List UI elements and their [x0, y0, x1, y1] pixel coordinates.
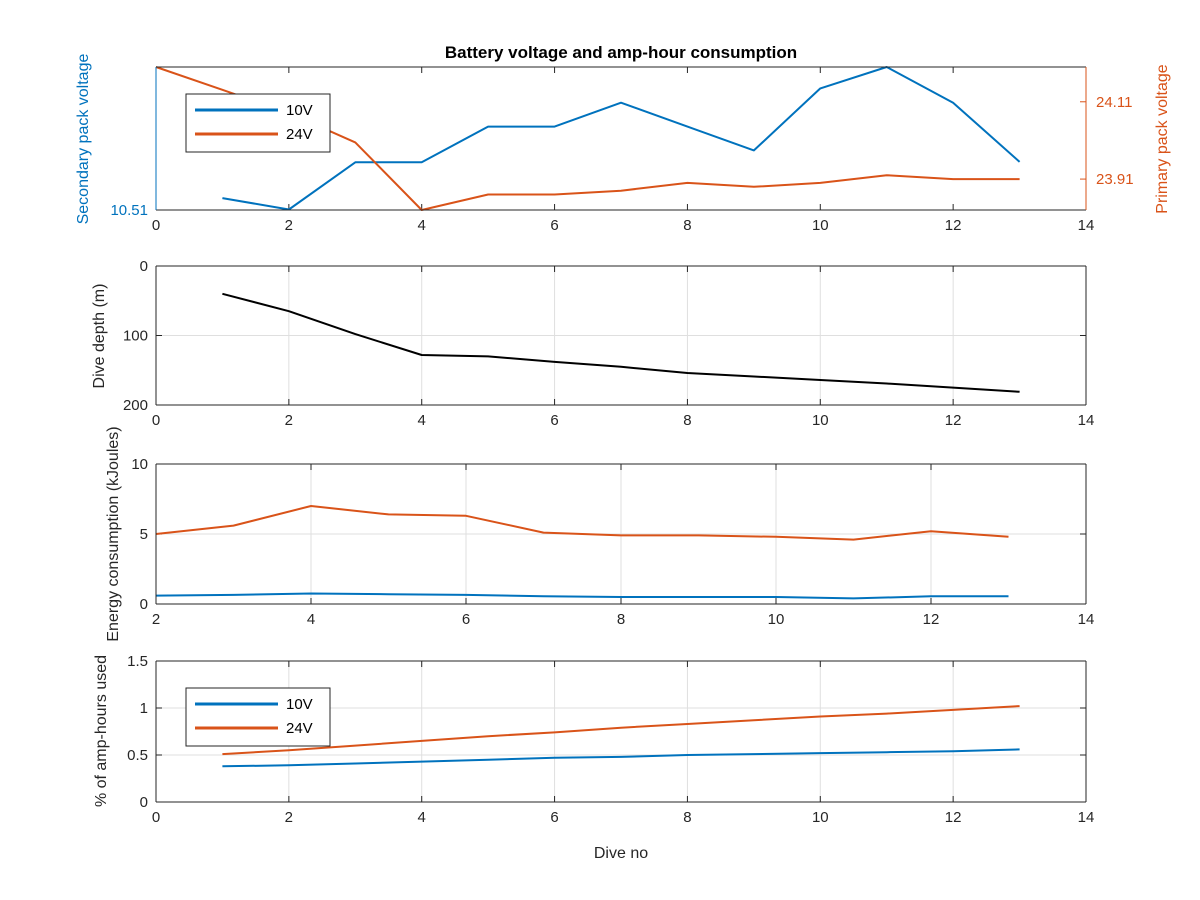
y-tick-label: 1.5	[127, 653, 148, 670]
x-tick-label: 14	[1078, 412, 1095, 429]
x-tick-label: 14	[1078, 217, 1095, 234]
x-tick-label: 8	[617, 611, 625, 628]
x-tick-label: 6	[550, 412, 558, 429]
y-tick-label: 100	[123, 328, 148, 345]
x-axis-label: Dive no	[594, 845, 648, 862]
x-tick-label: 6	[462, 611, 470, 628]
y-tick-label: 5	[140, 526, 148, 543]
x-tick-label: 10	[812, 217, 829, 234]
subplot-4: 0 2 4 6 8 10 12 14 0 0.5 1 1.5 % of amp-hours used Di…	[93, 653, 1094, 862]
subplot-3: 2 4 6 8 10 12 14 0 5 10 Energy consumption (kJoule…	[105, 426, 1094, 641]
x-tick-label: 0	[152, 412, 160, 429]
x-tick-label: 10	[812, 809, 829, 826]
x-tick-label: 14	[1078, 611, 1095, 628]
legend-label-24v: 24V	[286, 720, 313, 737]
x-tick-label: 14	[1078, 809, 1095, 826]
x-tick-label: 2	[285, 217, 293, 234]
legend-box	[185, 687, 331, 747]
x-tick-label: 4	[418, 412, 426, 429]
chart-title: Battery voltage and amp-hour consumption	[445, 43, 797, 62]
x-tick-label: 2	[152, 611, 160, 628]
x-tick-label: 12	[945, 809, 962, 826]
y-tick-label: 0	[140, 258, 148, 275]
x-tick-label: 2	[285, 412, 293, 429]
series-line-depth	[222, 292, 1020, 393]
x-tick-label: 12	[945, 412, 962, 429]
x-tick-label: 4	[418, 217, 426, 234]
legend-label-10v: 10V	[286, 102, 313, 119]
y-tick-label: 0	[140, 794, 148, 811]
x-tick-label: 2	[285, 809, 293, 826]
y-axis-label: % of amp-hours used	[93, 655, 110, 807]
series-line-10v	[222, 66, 1021, 211]
series-line-10v	[155, 592, 1009, 600]
right-y-axis-label: Primary pack voltage	[1154, 64, 1171, 213]
y-tick-label: 200	[123, 397, 148, 414]
x-tick-label: 6	[550, 217, 558, 234]
series-line-10v	[222, 748, 1020, 768]
legend-label-10v: 10V	[286, 696, 313, 713]
x-tick-label: 8	[683, 412, 691, 429]
x-tick-label: 12	[923, 611, 940, 628]
x-tick-label: 8	[683, 809, 691, 826]
x-tick-label: 0	[152, 809, 160, 826]
y-tick-label: 0.5	[127, 747, 148, 764]
series-line-24v	[155, 505, 1009, 541]
y-axis-label: Energy consumption (kJoules)	[105, 426, 122, 641]
legend-box	[185, 93, 331, 153]
y-tick-label: 10	[131, 456, 148, 473]
subplot-1: 0 2 4 6 8 10 12 14 10.51 23.91 24.11 Secondary pack…	[75, 43, 1171, 234]
subplot-2: 0 2 4 6 8 10 12 14 0 100 200 Dive depth (m)	[91, 258, 1094, 429]
y-tick-label: 0	[140, 596, 148, 613]
y-tick-label: 1	[140, 700, 148, 717]
y-tick-label: 10.51	[110, 202, 148, 219]
x-tick-label: 6	[550, 809, 558, 826]
x-tick-label: 10	[812, 412, 829, 429]
x-tick-label: 10	[768, 611, 785, 628]
series-line-24v	[222, 705, 1020, 756]
y-axis-label: Dive depth (m)	[91, 284, 108, 389]
x-tick-label: 4	[307, 611, 315, 628]
x-tick-label: 4	[418, 809, 426, 826]
y-axis-label: Secondary pack voltage	[75, 54, 92, 225]
x-tick-label: 12	[945, 217, 962, 234]
x-tick-label: 0	[152, 217, 160, 234]
right-y-tick-label: 24.11	[1096, 94, 1132, 111]
right-y-tick-label: 23.91	[1096, 171, 1134, 188]
legend-label-24v: 24V	[286, 126, 313, 143]
x-tick-label: 8	[683, 217, 691, 234]
